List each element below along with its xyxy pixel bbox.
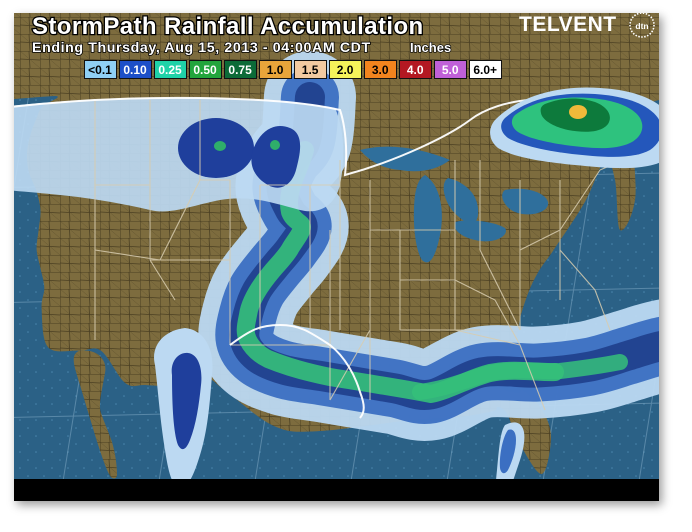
svg-text:dtn: dtn [635,21,648,31]
